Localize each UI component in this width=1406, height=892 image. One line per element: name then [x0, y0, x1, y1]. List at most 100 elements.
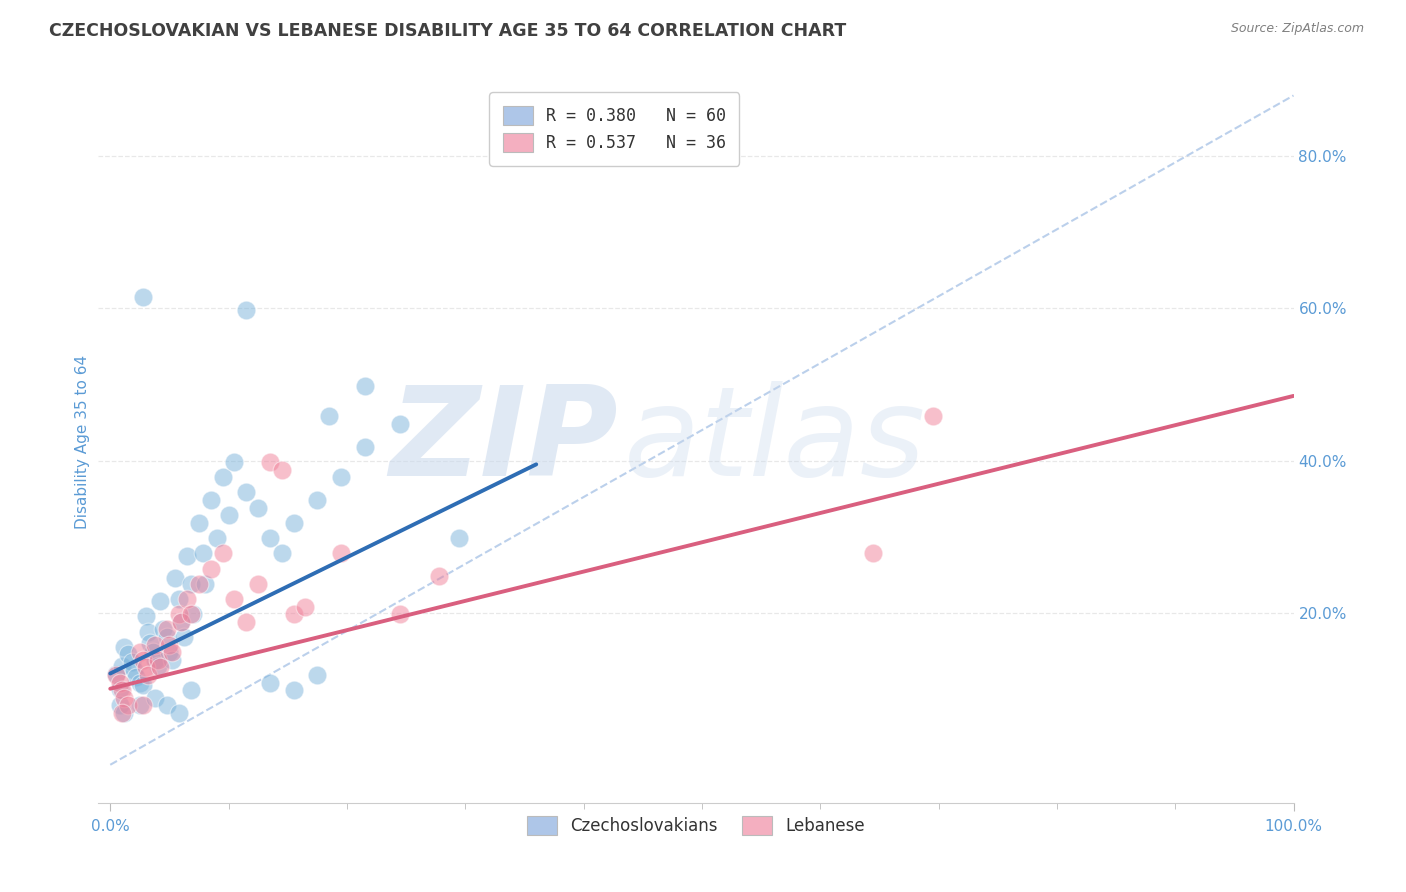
Point: [389, 417, 412, 431]
Point: [128, 698, 150, 713]
Point: [146, 659, 169, 673]
Point: [283, 516, 305, 530]
Point: [157, 638, 180, 652]
Point: [135, 660, 157, 674]
Point: [259, 531, 281, 545]
Point: [111, 659, 134, 673]
Point: [132, 678, 155, 692]
Point: [160, 653, 183, 667]
Point: [170, 615, 193, 629]
Point: [136, 668, 159, 682]
Point: [176, 549, 198, 563]
Point: [122, 663, 145, 677]
Point: [143, 690, 166, 705]
Point: [135, 609, 157, 624]
Point: [224, 455, 246, 469]
Point: [132, 698, 155, 713]
Point: [188, 576, 211, 591]
Point: [224, 591, 246, 606]
Point: [117, 698, 139, 713]
Point: [235, 615, 257, 629]
Point: [283, 607, 305, 622]
Point: [108, 698, 131, 713]
Point: [157, 645, 180, 659]
Point: [270, 463, 292, 477]
Point: [191, 546, 214, 560]
Point: [389, 607, 412, 622]
Point: [111, 683, 134, 698]
Point: [200, 493, 222, 508]
Point: [235, 302, 257, 317]
Point: [114, 690, 136, 705]
Point: [307, 668, 329, 682]
Point: [211, 470, 233, 484]
Point: [156, 630, 179, 644]
Point: [170, 615, 193, 629]
Point: [180, 576, 202, 591]
Point: [307, 493, 329, 508]
Point: [181, 607, 204, 622]
Point: [136, 624, 159, 639]
Point: [247, 500, 270, 515]
Point: [176, 591, 198, 606]
Point: [143, 638, 166, 652]
Point: [167, 591, 190, 606]
Point: [194, 576, 217, 591]
Point: [353, 379, 375, 393]
Point: [117, 648, 139, 662]
Point: [180, 683, 202, 698]
Text: Source: ZipAtlas.com: Source: ZipAtlas.com: [1230, 22, 1364, 36]
Point: [218, 508, 240, 523]
Point: [270, 546, 292, 560]
Point: [111, 706, 134, 720]
Point: [330, 470, 353, 484]
Point: [921, 409, 943, 424]
Point: [108, 675, 131, 690]
Point: [173, 630, 195, 644]
Point: [247, 576, 270, 591]
Point: [318, 409, 340, 424]
Point: [283, 683, 305, 698]
Point: [132, 653, 155, 667]
Point: [188, 516, 211, 530]
Point: [160, 645, 183, 659]
Point: [862, 546, 884, 560]
Point: [200, 561, 222, 575]
Point: [235, 485, 257, 500]
Point: [139, 636, 162, 650]
Point: [259, 675, 281, 690]
Point: [152, 623, 174, 637]
Point: [149, 660, 172, 674]
Point: [114, 706, 136, 720]
Point: [156, 698, 179, 713]
Point: [105, 666, 128, 681]
Point: [156, 623, 179, 637]
Text: CZECHOSLOVAKIAN VS LEBANESE DISABILITY AGE 35 TO 64 CORRELATION CHART: CZECHOSLOVAKIAN VS LEBANESE DISABILITY A…: [49, 22, 846, 40]
Point: [114, 640, 136, 654]
Point: [121, 655, 143, 669]
Point: [105, 668, 128, 682]
Point: [353, 440, 375, 454]
Point: [180, 607, 202, 622]
Legend: R = 0.380   N = 60, R = 0.537   N = 36: R = 0.380 N = 60, R = 0.537 N = 36: [489, 92, 740, 166]
Point: [149, 594, 172, 608]
Point: [128, 645, 150, 659]
Point: [146, 653, 169, 667]
Point: [142, 645, 165, 659]
Point: [427, 569, 450, 583]
Point: [165, 571, 187, 585]
Point: [211, 546, 233, 560]
Point: [167, 607, 190, 622]
Point: [143, 653, 166, 667]
Point: [108, 681, 131, 696]
Y-axis label: Disability Age 35 to 64: Disability Age 35 to 64: [75, 354, 90, 529]
Point: [167, 706, 190, 720]
Text: ZIP: ZIP: [389, 381, 619, 502]
Point: [294, 599, 316, 614]
Point: [330, 546, 353, 560]
Point: [128, 675, 150, 690]
Point: [259, 455, 281, 469]
Point: [449, 531, 471, 545]
Point: [205, 531, 228, 545]
Point: [132, 290, 155, 304]
